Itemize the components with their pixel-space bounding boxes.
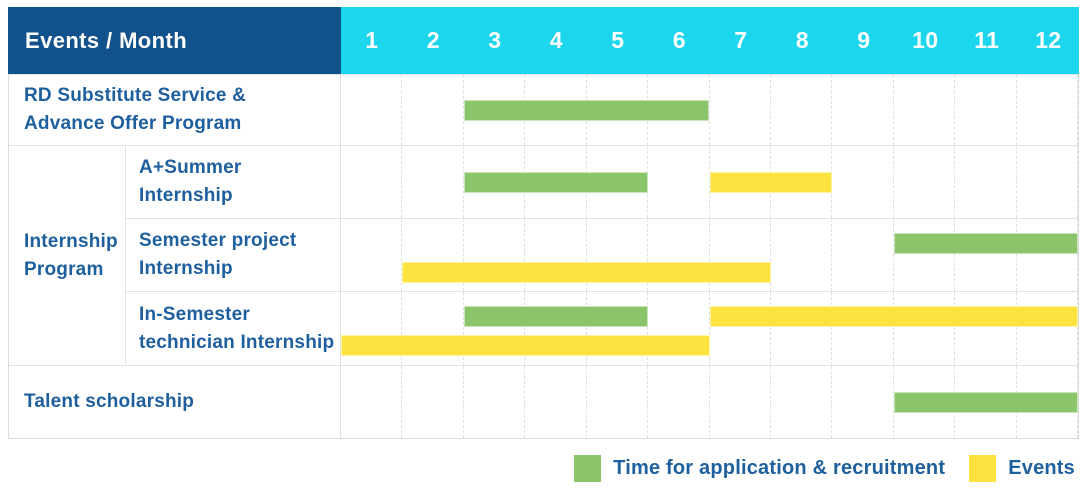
table-header: Events / Month 1 2 3 4 5 6 7 8 9 10 11 12 (8, 7, 1079, 74)
gantt-bar-application (463, 100, 710, 121)
chart-row-rd-substitute-service (341, 74, 1079, 145)
month-gridline (525, 219, 587, 291)
chart-row-a-plus-summer-internship (341, 145, 1079, 218)
month-gridline (955, 75, 1017, 145)
month-gridline (894, 219, 956, 291)
month-gridline (587, 366, 649, 438)
month-header-cell: 3 (488, 27, 502, 53)
month-gridline (464, 219, 526, 291)
events-yellow-swatch-icon (969, 454, 997, 482)
month-gridline (402, 219, 464, 291)
month-gridline (955, 292, 1017, 365)
gantt-bar-event (402, 262, 771, 283)
row-group-label-internship-program: Internship Program (9, 145, 126, 365)
month-header-cell: 6 (672, 27, 686, 53)
table-body: RD Substitute Service & Advance Offer Pr… (9, 74, 1079, 438)
gantt-bar-event (709, 172, 833, 193)
month-header-cell: 10 (912, 27, 939, 53)
month-gridline (341, 75, 403, 145)
month-gridline (402, 366, 464, 438)
month-gridline (771, 219, 833, 291)
month-gridline (710, 366, 771, 438)
gantt-table: Events / Month 1 2 3 4 5 6 7 8 9 10 11 12 RD Substi… (8, 7, 1079, 439)
month-gridline (710, 219, 771, 291)
legend: Time for application & recruitment Event… (574, 454, 1075, 482)
month-gridline (1017, 75, 1079, 145)
chart-row-in-semester-technician-internship (341, 291, 1079, 365)
month-header-row: 1 2 3 4 5 6 7 8 9 10 11 12 (341, 7, 1079, 74)
month-gridline (341, 219, 403, 291)
legend-label-events: Events (1008, 456, 1075, 479)
month-header-cell: 5 (611, 27, 625, 53)
legend-label-application: Time for application & recruitment (613, 456, 946, 479)
gantt-bar-application (893, 392, 1078, 413)
month-gridline (771, 292, 833, 365)
gantt-bar-application (893, 233, 1078, 254)
month-header-cell: 8 (795, 27, 809, 53)
month-header-cell: 12 (1035, 27, 1062, 53)
month-gridline (525, 292, 587, 365)
month-gridline (1017, 219, 1079, 291)
month-gridline (402, 146, 464, 218)
month-gridline (832, 146, 894, 218)
row-label-semester-project-internship: Semester project Internship (126, 218, 341, 291)
application-green-swatch-icon (574, 454, 602, 482)
month-gridline (402, 292, 464, 365)
month-gridline (771, 75, 833, 145)
month-gridline (955, 146, 1017, 218)
gantt-bar-application (463, 306, 649, 327)
month-gridline (894, 146, 956, 218)
month-gridline (648, 146, 710, 218)
events-month-header-cell: Events / Month (8, 7, 341, 74)
month-gridline (894, 75, 956, 145)
month-header-cell: 1 (365, 27, 379, 53)
month-gridline (525, 366, 587, 438)
month-gridline (341, 146, 403, 218)
month-header-cell: 2 (426, 27, 440, 53)
row-label-a-plus-summer-internship: A+Summer Internship (126, 145, 341, 218)
month-header-cell: 7 (734, 27, 748, 53)
legend-item-application: Time for application & recruitment (574, 454, 946, 482)
row-label-talent-scholarship: Talent scholarship (9, 365, 341, 438)
month-gridline (832, 292, 894, 365)
month-gridline (648, 366, 710, 438)
month-gridline (1017, 146, 1079, 218)
month-gridline (832, 219, 894, 291)
month-gridline (402, 75, 464, 145)
legend-item-events: Events (969, 454, 1075, 482)
month-gridline (710, 292, 771, 365)
month-gridline (648, 292, 710, 365)
month-gridline (955, 219, 1017, 291)
month-gridline (832, 75, 894, 145)
month-gridline (894, 292, 956, 365)
month-gridline (587, 292, 649, 365)
gantt-bar-application (463, 172, 649, 193)
month-gridline (464, 366, 526, 438)
chart-row-semester-project-internship (341, 218, 1079, 291)
chart-row-talent-scholarship (341, 365, 1079, 438)
gantt-bar-event (709, 306, 1078, 327)
row-label-rd-substitute-service: RD Substitute Service & Advance Offer Pr… (9, 74, 341, 145)
month-gridline (771, 366, 833, 438)
month-header-cell: 11 (974, 27, 1000, 53)
month-gridline (587, 219, 649, 291)
gantt-bar-event (341, 335, 710, 356)
month-header-cell: 9 (857, 27, 871, 53)
month-gridline (710, 75, 771, 145)
month-gridline (341, 366, 403, 438)
month-gridline (464, 292, 526, 365)
month-gridline (832, 366, 894, 438)
month-gridline (648, 219, 710, 291)
month-gridline (1017, 292, 1079, 365)
month-gridline (341, 292, 403, 365)
month-header-cell: 4 (549, 27, 563, 53)
row-label-in-semester-technician-internship: In-Semester technician Internship (126, 291, 341, 365)
